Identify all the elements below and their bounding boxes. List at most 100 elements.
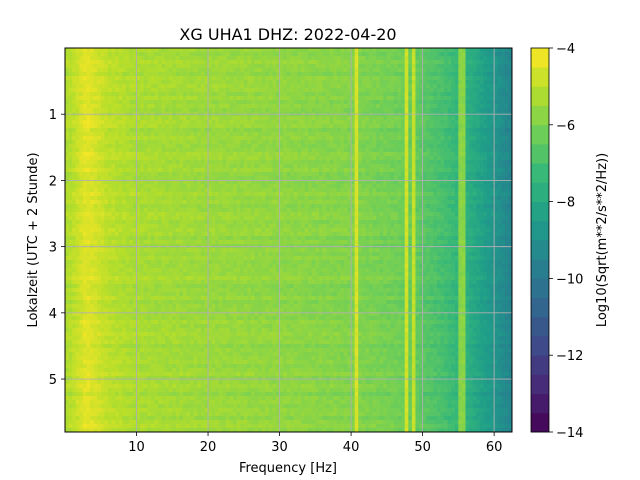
heatmap-cell (372, 124, 377, 129)
heatmap-cell (429, 180, 434, 185)
heatmap-cell (368, 120, 373, 125)
heatmap-cell (229, 156, 234, 161)
heatmap-cell (422, 48, 427, 53)
heatmap-cell (150, 88, 155, 93)
heatmap-cell (286, 156, 291, 161)
heatmap-cell (358, 120, 363, 125)
heatmap-cell (179, 52, 184, 57)
heatmap-cell (247, 140, 252, 145)
heatmap-cell (197, 184, 202, 189)
heatmap-cell (79, 200, 84, 205)
heatmap-cell (79, 84, 84, 89)
heatmap-cell (104, 128, 109, 133)
heatmap-cell (318, 184, 323, 189)
heatmap-cell (215, 196, 220, 201)
heatmap-cell (107, 60, 112, 65)
heatmap-cell (172, 160, 177, 165)
heatmap-cell (143, 164, 148, 169)
heatmap-cell (72, 152, 77, 157)
heatmap-cell (379, 84, 384, 89)
heatmap-cell (304, 168, 309, 173)
heatmap-cell (90, 148, 95, 153)
heatmap-cell (436, 72, 441, 77)
heatmap-cell (329, 116, 334, 121)
heatmap-cell (415, 88, 420, 93)
heatmap-cell (358, 80, 363, 85)
heatmap-cell (75, 196, 80, 201)
heatmap-cell (426, 128, 431, 133)
heatmap-cell (415, 176, 420, 181)
heatmap-cell (422, 104, 427, 109)
heatmap-cell (469, 140, 474, 145)
heatmap-cell (175, 192, 180, 197)
heatmap-cell (190, 88, 195, 93)
heatmap-cell (179, 64, 184, 69)
heatmap-cell (304, 76, 309, 81)
heatmap-cell (247, 64, 252, 69)
heatmap-cell (143, 68, 148, 73)
heatmap-cell (476, 164, 481, 169)
heatmap-cell (290, 144, 295, 149)
heatmap-cell (379, 128, 384, 133)
heatmap-cell (208, 100, 213, 105)
heatmap-cell (140, 72, 145, 77)
heatmap-cell (129, 168, 134, 173)
heatmap-cell (326, 56, 331, 61)
heatmap-cell (501, 136, 506, 141)
heatmap-cell (165, 92, 170, 97)
heatmap-cell (322, 132, 327, 137)
heatmap-cell (68, 148, 73, 153)
heatmap-cell (408, 204, 413, 209)
heatmap-cell (150, 76, 155, 81)
heatmap-cell (297, 124, 302, 129)
heatmap-cell (354, 180, 359, 185)
heatmap-cell (233, 76, 238, 81)
heatmap-cell (408, 80, 413, 85)
heatmap-cell (68, 116, 73, 121)
heatmap-cell (347, 108, 352, 113)
heatmap-cell (132, 72, 137, 77)
heatmap-cell (304, 128, 309, 133)
heatmap-cell (82, 160, 87, 165)
heatmap-cell (211, 100, 216, 105)
heatmap-cell (118, 108, 123, 113)
heatmap-cell (504, 104, 509, 109)
heatmap-cell (208, 80, 213, 85)
heatmap-cell (444, 144, 449, 149)
heatmap-cell (179, 180, 184, 185)
heatmap-cell (340, 172, 345, 177)
heatmap-cell (419, 64, 423, 69)
heatmap-cell (179, 136, 184, 141)
heatmap-cell (147, 108, 152, 113)
heatmap-cell (372, 108, 377, 113)
heatmap-cell (490, 136, 495, 141)
heatmap-cell (129, 96, 134, 101)
heatmap-cell (211, 96, 216, 101)
heatmap-cell (440, 80, 445, 85)
heatmap-cell (408, 104, 413, 109)
heatmap-cell (340, 88, 345, 93)
heatmap-cell (72, 76, 77, 81)
heatmap-cell (157, 80, 162, 85)
heatmap-cell (472, 168, 477, 173)
heatmap-cell (343, 172, 348, 177)
heatmap-cell (301, 64, 305, 69)
heatmap-cell (322, 144, 327, 149)
heatmap-cell (479, 108, 484, 113)
heatmap-cell (86, 128, 91, 133)
heatmap-cell (465, 164, 470, 169)
heatmap-cell (311, 80, 316, 85)
heatmap-cell (368, 96, 373, 101)
heatmap-cell (358, 168, 363, 173)
heatmap-cell (286, 184, 291, 189)
heatmap-cell (358, 164, 363, 169)
heatmap-cell (318, 104, 323, 109)
heatmap-cell (165, 188, 170, 193)
heatmap-cell (118, 128, 123, 133)
heatmap-cell (293, 100, 298, 105)
heatmap-cell (333, 96, 338, 101)
heatmap-cell (100, 200, 105, 205)
heatmap-cell (286, 152, 291, 157)
heatmap-cell (125, 156, 130, 161)
heatmap-cell (186, 56, 191, 61)
